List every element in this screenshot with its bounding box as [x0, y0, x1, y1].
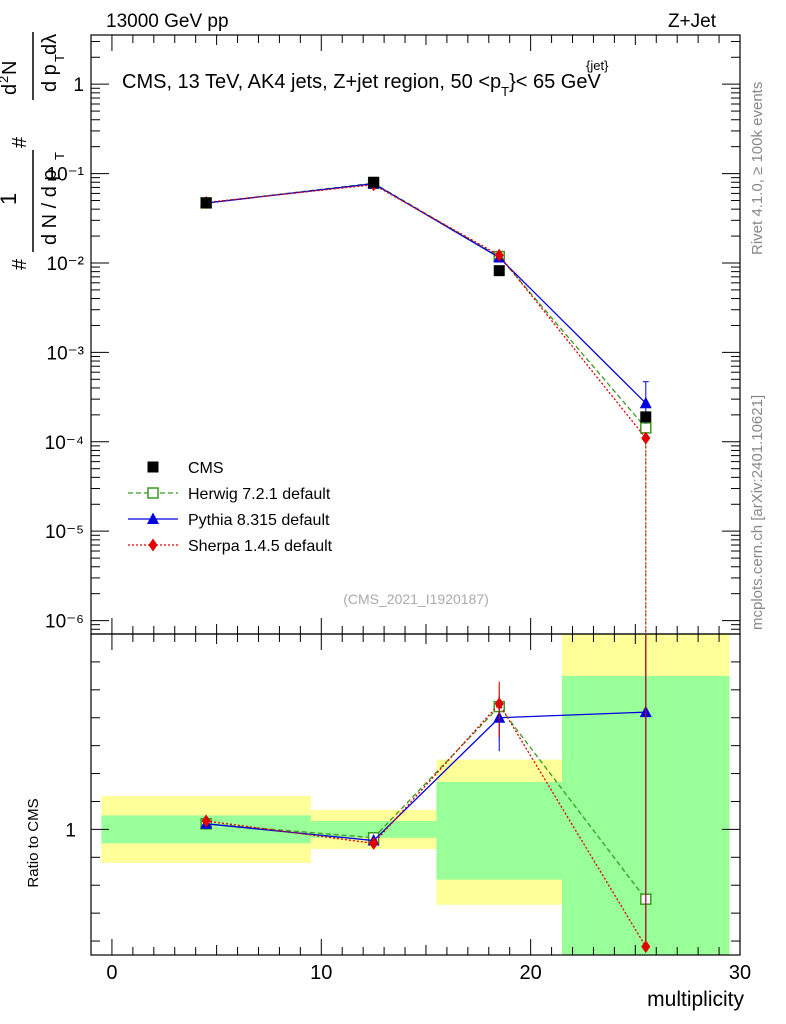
series-point: [639, 396, 652, 409]
svg-text:T: T: [52, 152, 67, 160]
svg-text:T: T: [52, 54, 67, 62]
data-point: [368, 176, 380, 188]
legend-label: Herwig 7.2.1 default: [188, 486, 331, 503]
plot-frames: [90, 34, 741, 956]
y-axis-label-top: # 1 d N / d p T # d 2 N d p T dλ: [0, 32, 67, 270]
series-line: [206, 183, 647, 404]
series-line: [206, 184, 647, 439]
x-tick-label: 30: [729, 962, 751, 984]
ratio-line: [206, 705, 647, 900]
legend-label: Pythia 8.315 default: [188, 512, 330, 529]
plot-title: CMS, 13 TeV, AK4 jets, Z+jet region, 50 …: [122, 71, 601, 99]
series-line: [206, 182, 647, 429]
svg-text:d N / d p: d N / d p: [39, 169, 61, 245]
header-energy-label: 13000 GeV pp: [106, 11, 229, 32]
mcplots-label: mcplots.cern.ch [arXiv:2401.10621]: [749, 395, 766, 630]
ratio-point: [641, 940, 651, 954]
y-tick-label: 1: [73, 75, 84, 96]
plot-title-main: CMS, 13 TeV, AK4 jets, Z+jet region, 50 …: [122, 71, 501, 93]
plot-title-sub: T: [501, 84, 509, 99]
plot-title-end: }< 65 GeV: [509, 71, 601, 93]
legend-marker: [147, 461, 159, 473]
x-axis-label: multiplicity: [647, 988, 744, 1011]
y-tick-label: 10⁻⁵: [45, 522, 84, 543]
svg-text:2: 2: [0, 76, 11, 83]
legend-label: CMS: [188, 460, 224, 477]
y-tick-label: 10⁻⁶: [45, 612, 84, 633]
plot-title-sup: {jet}: [586, 58, 609, 73]
stat-uncertainty-band: [310, 821, 437, 838]
main-panel-series: [200, 176, 652, 634]
y-tick-label: 10⁻⁴: [45, 433, 84, 454]
svg-text:N: N: [0, 61, 21, 75]
y-tick-label: 10⁻²: [47, 254, 85, 275]
ratio-tick-label: 1: [65, 820, 76, 841]
ratio-point: [494, 697, 504, 711]
series-point: [494, 248, 504, 262]
svg-text:d: d: [0, 84, 21, 95]
legend-marker: [147, 487, 159, 499]
ratio-point: [201, 814, 211, 828]
svg-text:#: #: [9, 136, 31, 148]
svg-text:d p: d p: [39, 64, 61, 92]
series-point: [640, 422, 652, 434]
series-point: [641, 431, 651, 445]
x-tick-label: 10: [310, 962, 332, 984]
y-tick-label: 10⁻¹: [47, 165, 85, 186]
data-point: [200, 197, 212, 209]
legend: CMS Herwig 7.2.1 default Pythia 8.315 defa…: [128, 460, 333, 555]
ratio-line: [206, 702, 647, 947]
x-tick-label: 0: [106, 962, 117, 984]
ratio-y-label: Ratio to CMS: [25, 798, 42, 887]
data-point: [493, 265, 505, 277]
y-tick-label: 10⁻³: [47, 343, 85, 364]
legend-label: Sherpa 1.4.5 default: [188, 538, 333, 555]
header-process-label: Z+Jet: [668, 11, 717, 32]
stat-uncertainty-band: [436, 781, 563, 880]
ratio-panel-frame: [90, 633, 741, 956]
svg-text:#: #: [9, 258, 31, 270]
axis-ticks: 0 10 20 30 1 10⁻¹ 10⁻² 10⁻³ 10⁻⁴ 10⁻⁵ 10⁻⁶ 1: [45, 35, 751, 984]
data-point: [640, 411, 652, 423]
legend-marker: [147, 512, 159, 524]
analysis-id: (CMS_2021_I1920187): [343, 591, 489, 607]
rivet-version-label: Rivet 4.1.0, ≥ 100k events: [749, 82, 766, 255]
svg-text:dλ: dλ: [39, 34, 61, 55]
ratio-panel-series: [200, 634, 652, 954]
ratio-point: [369, 836, 379, 850]
svg-text:1: 1: [0, 193, 21, 205]
legend-marker: [148, 538, 158, 552]
x-tick-label: 20: [520, 962, 542, 984]
